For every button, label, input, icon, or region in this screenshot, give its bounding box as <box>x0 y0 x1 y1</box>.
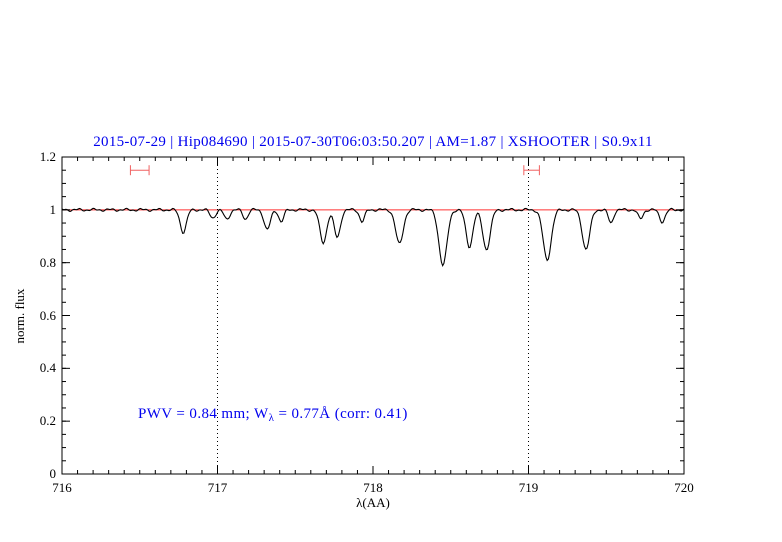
x-axis-label: λ(AA) <box>356 495 390 510</box>
x-tick-label: 719 <box>518 480 539 495</box>
y-tick-label: 1 <box>49 201 57 217</box>
y-tick-label: 0.6 <box>39 307 56 323</box>
y-tick-label: 0.4 <box>39 360 56 376</box>
y-tick-label: 0.8 <box>39 254 56 270</box>
y-tick-label: 0.2 <box>39 413 56 429</box>
y-tick-label: 0 <box>49 466 57 481</box>
x-tick-label: 716 <box>52 480 72 495</box>
plot-title: 2015-07-29 | Hip084690 | 2015-07-30T06:0… <box>93 134 653 150</box>
x-tick-label: 718 <box>363 480 383 495</box>
pwv-annotation-suffix: = 0.77Å (corr: 0.41) <box>274 406 408 422</box>
x-tick-label: 720 <box>674 480 694 495</box>
lambda-subscript: λ <box>268 412 275 424</box>
y-tick-label: 1.2 <box>39 149 56 164</box>
x-tick-label: 717 <box>207 480 228 495</box>
pwv-annotation-prefix: PWV = 0.84 mm; W <box>138 406 269 422</box>
pwv-annotation: PWV = 0.84 mm; Wλ = 0.77Å (corr: 0.41) <box>138 406 408 424</box>
